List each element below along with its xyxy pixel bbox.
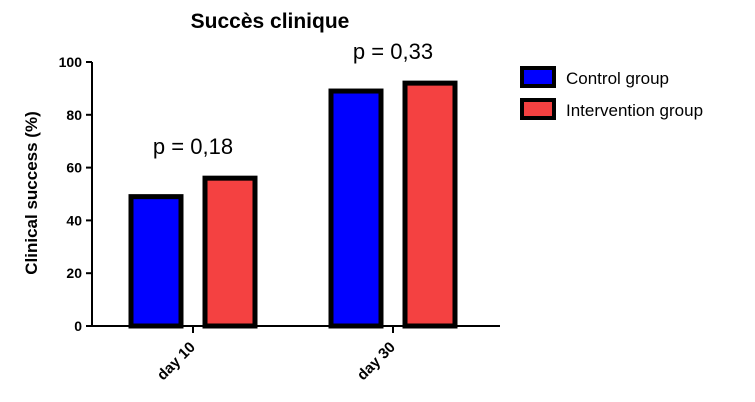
- x-tick-label: day 30: [354, 339, 399, 384]
- legend-label: Intervention group: [566, 101, 703, 120]
- p-value-annotation: p = 0,18: [153, 134, 233, 159]
- bar-intervention-group-day-30: [402, 80, 458, 329]
- y-tick-label: 100: [59, 54, 83, 70]
- legend-swatch: [520, 66, 556, 88]
- y-tick-label: 60: [66, 160, 82, 176]
- y-tick-label: 40: [66, 212, 82, 228]
- bars: [128, 80, 458, 329]
- bar-control-group-day-30: [328, 88, 384, 329]
- p-value-annotation: p = 0,33: [353, 39, 433, 64]
- y-tick-label: 80: [66, 107, 82, 123]
- bar-control-group-day-10: [128, 194, 184, 329]
- bar-intervention-group-day-10: [202, 175, 258, 329]
- chart-title: Succès clinique: [191, 10, 350, 33]
- x-tick-label: day 10: [154, 339, 199, 384]
- legend-swatch: [520, 98, 556, 120]
- y-axis-label: Clinical success (%): [22, 111, 41, 274]
- y-tick-label: 0: [74, 318, 82, 334]
- legend-label: Control group: [566, 69, 669, 88]
- legend: Control group Intervention group: [520, 66, 703, 120]
- labels: day 10 p = 0,18 day 30 p = 0,33: [153, 39, 433, 384]
- y-tick-label: 20: [66, 265, 82, 281]
